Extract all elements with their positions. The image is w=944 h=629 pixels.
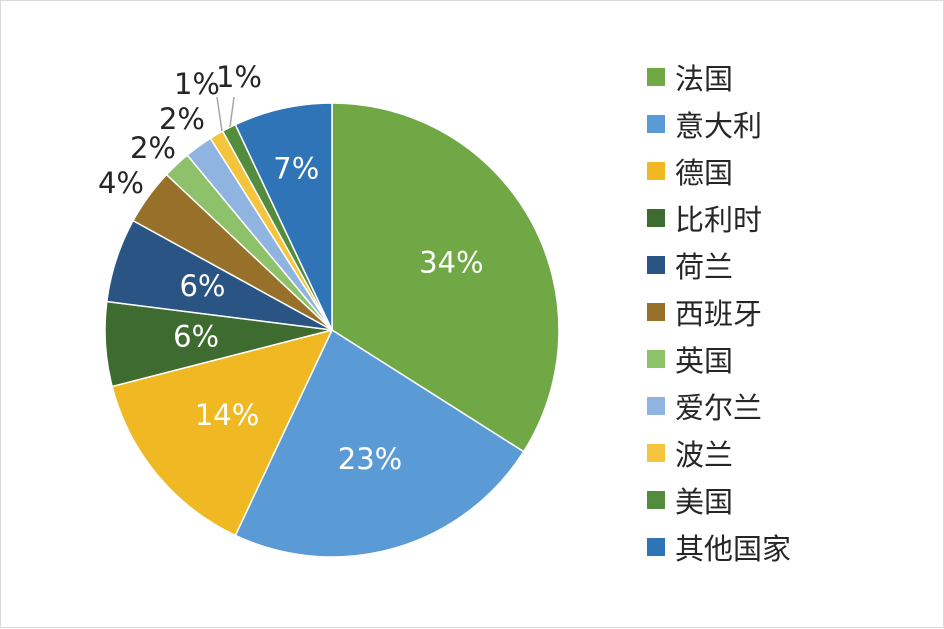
slice-label-10: 7% xyxy=(273,152,319,186)
slice-2 xyxy=(111,328,334,537)
legend-swatch-5 xyxy=(647,302,665,321)
legend-label-0: 法国 xyxy=(675,61,734,96)
slice-label-2: 14% xyxy=(195,398,259,432)
slice-label-1: 23% xyxy=(338,442,402,476)
legend-item-4: 荷兰 xyxy=(647,241,791,288)
legend-label-1: 意大利 xyxy=(675,108,763,143)
leader-line-8 xyxy=(216,96,223,132)
legend-item-7: 爱尔兰 xyxy=(647,382,791,429)
legend-swatch-4 xyxy=(647,255,665,274)
slice-label-8: 1% xyxy=(174,67,220,101)
slice-10 xyxy=(234,102,333,331)
slice-label-3: 6% xyxy=(173,320,219,354)
legend-item-2: 德国 xyxy=(647,147,791,194)
slice-label-5: 4% xyxy=(98,166,144,200)
slice-label-0: 34% xyxy=(419,245,483,279)
legend-item-5: 西班牙 xyxy=(647,288,791,335)
legend-item-3: 比利时 xyxy=(647,194,791,241)
legend-label-8: 波兰 xyxy=(675,437,734,472)
legend-label-9: 美国 xyxy=(675,484,734,519)
legend-label-10: 其他国家 xyxy=(675,531,792,566)
legend-swatch-7 xyxy=(647,396,665,415)
legend-swatch-2 xyxy=(647,161,665,180)
legend-label-3: 比利时 xyxy=(675,202,763,237)
slice-label-6: 2% xyxy=(130,131,176,165)
legend-item-8: 波兰 xyxy=(647,429,791,476)
leader-line-9 xyxy=(229,96,235,128)
legend-label-6: 英国 xyxy=(675,343,734,378)
legend-item-1: 意大利 xyxy=(647,100,791,147)
legend-label-5: 西班牙 xyxy=(675,296,763,331)
legend-swatch-9 xyxy=(647,490,665,509)
legend-swatch-8 xyxy=(647,443,665,462)
legend-swatch-6 xyxy=(647,349,665,368)
legend-label-7: 爱尔兰 xyxy=(675,390,763,425)
legend-swatch-10 xyxy=(647,537,665,556)
slice-label-9: 1% xyxy=(216,60,262,94)
slice-1 xyxy=(234,328,525,558)
legend-item-10: 其他国家 xyxy=(647,523,791,570)
legend-item-0: 法国 xyxy=(647,53,791,100)
legend-swatch-0 xyxy=(647,67,665,86)
slice-label-7: 2% xyxy=(159,102,205,136)
slice-label-4: 6% xyxy=(179,269,225,303)
legend-item-6: 英国 xyxy=(647,335,791,382)
legend-swatch-3 xyxy=(647,208,665,227)
legend-label-4: 荷兰 xyxy=(675,249,734,284)
legend: 法国意大利德国比利时荷兰西班牙英国爱尔兰波兰美国其他国家 xyxy=(647,53,791,570)
slice-0 xyxy=(331,102,560,453)
legend-label-2: 德国 xyxy=(675,155,734,190)
legend-item-9: 美国 xyxy=(647,476,791,523)
legend-swatch-1 xyxy=(647,114,665,133)
